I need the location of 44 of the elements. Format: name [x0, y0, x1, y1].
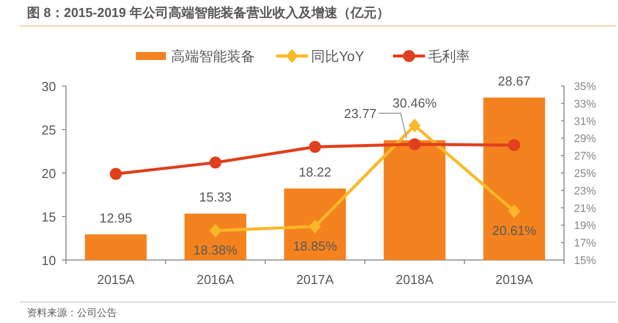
y2-tick-label: 17% [574, 238, 596, 250]
x-tick-label: 2018A [396, 272, 434, 287]
data-label: 15.33 [199, 190, 232, 205]
legend-label: 高端智能装备 [171, 48, 255, 64]
x-tick-label: 2019A [495, 272, 534, 287]
x-tick-label: 2015A [97, 272, 135, 287]
point [209, 224, 222, 238]
y-tick-label: 20 [42, 166, 56, 181]
legend-label: 毛利率 [428, 48, 470, 64]
data-label: 20.61% [492, 223, 537, 238]
y-tick-label: 30 [42, 79, 56, 94]
y-tick-label: 25 [42, 122, 56, 138]
y2-tick-label: 31% [574, 116, 596, 128]
data-label: 30.46% [392, 96, 438, 110]
data-label: 18.85% [292, 238, 338, 254]
y2-tick-label: 25% [574, 168, 596, 180]
data-label: 12.95 [100, 210, 132, 226]
data-label: 18.38% [193, 242, 238, 258]
data-label: 23.77 [344, 106, 377, 122]
point [408, 118, 421, 132]
y2-tick-label: 27% [574, 150, 596, 163]
point [508, 204, 520, 218]
y-tick-label: 10 [42, 253, 56, 268]
point [508, 139, 520, 152]
y-tick-label: 15 [42, 210, 56, 224]
point [309, 220, 321, 234]
chart-title: 图 8：2015-2019 年公司高端智能装备营业收入及增速（亿元） [27, 5, 390, 20]
y2-tick-label: 21% [574, 202, 596, 215]
y2-tick-label: 29% [574, 133, 596, 146]
data-label: 18.22 [298, 164, 332, 180]
point [309, 140, 321, 153]
y2-tick-label: 33% [574, 98, 596, 110]
y2-tick-label: 35% [574, 81, 596, 93]
legend-label: 同比YoY [311, 48, 365, 64]
y2-tick-label: 19% [574, 220, 596, 232]
point [408, 138, 421, 150]
x-tick-label: 2016A [196, 272, 235, 287]
point [209, 156, 222, 169]
x-tick-label: 2017A [296, 272, 334, 287]
y2-tick-label: 23% [574, 185, 596, 198]
text: 资料来源：公司公告 [27, 307, 117, 319]
point [110, 168, 122, 180]
data-label: 28.67 [498, 74, 530, 89]
y2-tick-label: 15% [574, 255, 596, 267]
